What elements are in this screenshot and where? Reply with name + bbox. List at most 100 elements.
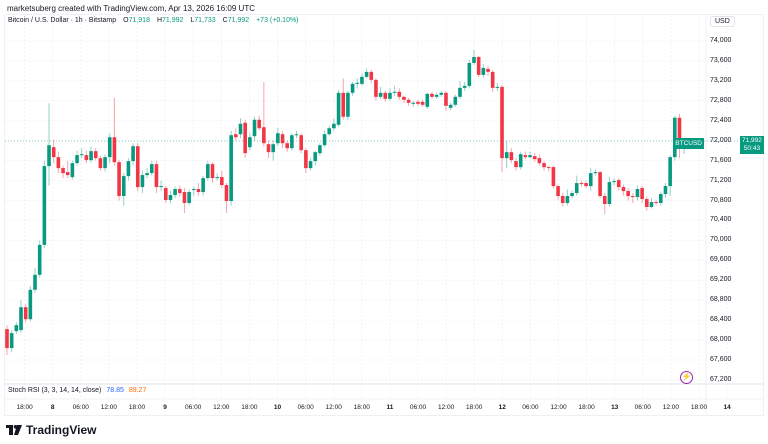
candle bbox=[103, 154, 107, 172]
stoch-rsi-legend[interactable]: Stoch RSI (3, 3, 14, 14, close) 78.85 89… bbox=[8, 387, 146, 394]
lightning-icon[interactable]: ⚡ bbox=[680, 371, 693, 384]
candle-body bbox=[93, 151, 98, 159]
candle bbox=[280, 130, 285, 149]
price-axis-label: 67,600 bbox=[710, 356, 732, 364]
candle bbox=[215, 173, 219, 181]
candle bbox=[177, 185, 182, 197]
symbol-title: Bitcoin / U.S. Dollar · 1h · Bitstamp bbox=[8, 17, 117, 24]
chart-frame bbox=[4, 14, 764, 416]
candle bbox=[145, 168, 149, 179]
candle-body bbox=[28, 289, 33, 320]
candle bbox=[444, 90, 448, 111]
candle-body bbox=[518, 154, 523, 168]
candle-body bbox=[322, 134, 327, 146]
candle bbox=[518, 151, 523, 170]
candle bbox=[388, 88, 392, 101]
candle bbox=[537, 154, 542, 166]
candle-body bbox=[220, 177, 224, 186]
candle-body bbox=[439, 92, 444, 95]
candle-body bbox=[416, 101, 420, 104]
time-axis-label: 18:00 bbox=[353, 404, 370, 411]
candle bbox=[430, 91, 434, 99]
candle-body bbox=[551, 167, 556, 187]
candle bbox=[504, 140, 509, 169]
candle bbox=[579, 180, 584, 187]
candle-body bbox=[640, 188, 644, 200]
candle-body bbox=[668, 157, 672, 187]
candle bbox=[192, 186, 196, 196]
price-axis-label: 71,600 bbox=[710, 156, 732, 164]
currency-button[interactable]: USD bbox=[710, 16, 735, 27]
candle bbox=[593, 169, 598, 176]
candle bbox=[476, 55, 481, 77]
candle-body bbox=[612, 181, 616, 183]
candle bbox=[121, 173, 126, 206]
price-axis-label: 73,200 bbox=[710, 76, 732, 84]
candle bbox=[206, 160, 210, 181]
price-axis-label: 68,400 bbox=[710, 316, 732, 324]
candle bbox=[584, 180, 588, 189]
candle-body bbox=[444, 92, 448, 106]
candle bbox=[252, 116, 257, 141]
candle-body bbox=[654, 202, 658, 204]
candle-body bbox=[556, 186, 560, 197]
candle-body bbox=[145, 173, 149, 176]
candle-body bbox=[472, 56, 476, 63]
symbol-legend[interactable]: Bitcoin / U.S. Dollar · 1h · Bitstamp O7… bbox=[8, 17, 299, 24]
candle bbox=[565, 189, 570, 206]
candle bbox=[556, 184, 560, 200]
candle bbox=[397, 88, 402, 100]
candle bbox=[598, 170, 602, 199]
candle bbox=[467, 59, 472, 89]
low-label: L bbox=[190, 17, 195, 24]
candle-body bbox=[663, 186, 668, 195]
candle-body bbox=[206, 164, 210, 179]
candle bbox=[266, 140, 271, 159]
candle bbox=[411, 100, 416, 107]
candle bbox=[313, 150, 318, 166]
candle bbox=[304, 148, 308, 174]
candle-body bbox=[98, 158, 103, 169]
candle-body bbox=[532, 156, 537, 160]
candle bbox=[243, 119, 247, 159]
price-axis-label: 72,000 bbox=[710, 136, 732, 144]
candle-body bbox=[187, 192, 191, 204]
candle-body bbox=[476, 56, 481, 75]
candle-body bbox=[659, 194, 663, 204]
candle bbox=[659, 191, 663, 206]
candle bbox=[56, 151, 61, 174]
symbol-price-tag: BTCUSD bbox=[673, 138, 704, 149]
candle bbox=[79, 148, 84, 159]
candle-body bbox=[308, 161, 313, 169]
candle bbox=[168, 190, 173, 204]
candle bbox=[462, 81, 467, 91]
time-axis-label: 06:00 bbox=[185, 404, 202, 411]
candle bbox=[196, 183, 201, 196]
candle-body bbox=[70, 163, 75, 178]
candle-body bbox=[224, 185, 229, 202]
candle-body bbox=[196, 189, 201, 193]
candle-body bbox=[383, 92, 388, 99]
candle bbox=[117, 159, 121, 201]
price-chart[interactable] bbox=[0, 0, 768, 420]
candle-body bbox=[318, 145, 322, 154]
candle bbox=[154, 160, 159, 194]
time-axis-label: 14 bbox=[723, 404, 731, 411]
candle-body bbox=[378, 92, 383, 97]
tradingview-logo-icon bbox=[6, 425, 22, 435]
candle bbox=[500, 84, 504, 173]
candle-body bbox=[56, 157, 61, 169]
candle bbox=[276, 128, 280, 146]
candle bbox=[107, 133, 112, 164]
candle-body bbox=[252, 119, 257, 137]
candle bbox=[532, 153, 537, 162]
candle-body bbox=[299, 135, 304, 151]
price-axis-label: 71,200 bbox=[710, 176, 732, 184]
candle-body bbox=[537, 158, 542, 164]
candle bbox=[546, 165, 551, 172]
candle-body bbox=[434, 94, 439, 97]
candle bbox=[663, 183, 668, 199]
candle-body bbox=[51, 147, 56, 158]
candle bbox=[392, 85, 397, 96]
price-axis-label: 69,600 bbox=[710, 256, 732, 264]
